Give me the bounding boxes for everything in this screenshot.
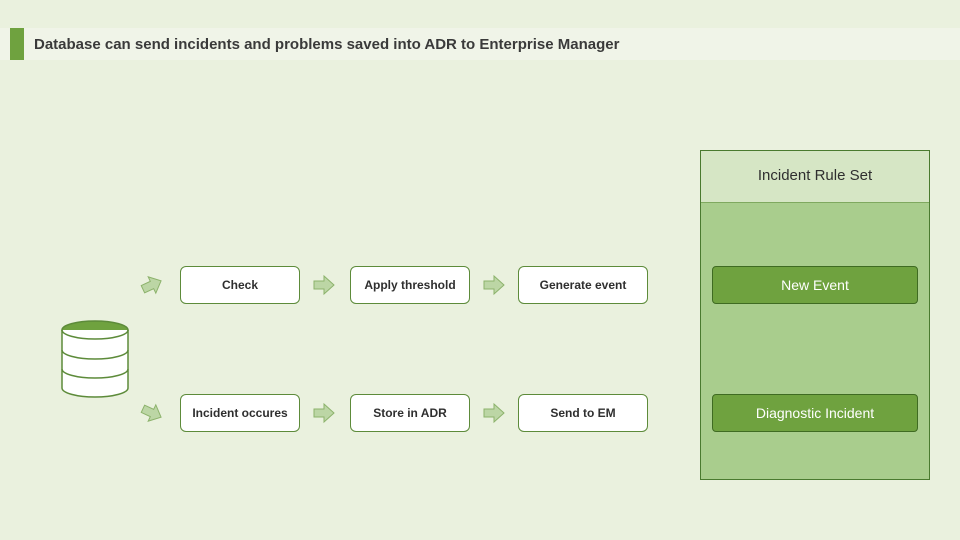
database-icon xyxy=(60,320,130,398)
result-label: New Event xyxy=(781,277,849,293)
result-new-event: New Event xyxy=(712,266,918,304)
arrow-icon xyxy=(136,269,168,301)
flow-node-incident-occurs: Incident occures xyxy=(180,394,300,432)
flow-node-label: Check xyxy=(222,278,258,293)
result-diagnostic-incident: Diagnostic Incident xyxy=(712,394,918,432)
arrow-icon xyxy=(312,401,336,425)
flow-node-apply-threshold: Apply threshold xyxy=(350,266,470,304)
flow-node-check: Check xyxy=(180,266,300,304)
flow-node-label: Store in ADR xyxy=(373,406,447,421)
arrow-icon xyxy=(482,401,506,425)
flow-node-label: Apply threshold xyxy=(364,278,455,293)
flow-node-label: Generate event xyxy=(540,278,627,293)
title-accent xyxy=(10,28,24,60)
arrow-icon xyxy=(312,273,336,297)
page-title: Database can send incidents and problems… xyxy=(34,36,619,53)
flow-node-label: Send to EM xyxy=(550,406,615,421)
arrow-icon xyxy=(482,273,506,297)
flow-node-store-in-adr: Store in ADR xyxy=(350,394,470,432)
title-bar: Database can send incidents and problems… xyxy=(0,28,960,60)
flow-node-generate-event: Generate event xyxy=(518,266,648,304)
result-label: Diagnostic Incident xyxy=(756,405,874,421)
flow-node-send-to-em: Send to EM xyxy=(518,394,648,432)
arrow-icon xyxy=(136,397,168,429)
ruleset-header: Incident Rule Set xyxy=(701,151,929,203)
flow-node-label: Incident occures xyxy=(192,406,287,421)
